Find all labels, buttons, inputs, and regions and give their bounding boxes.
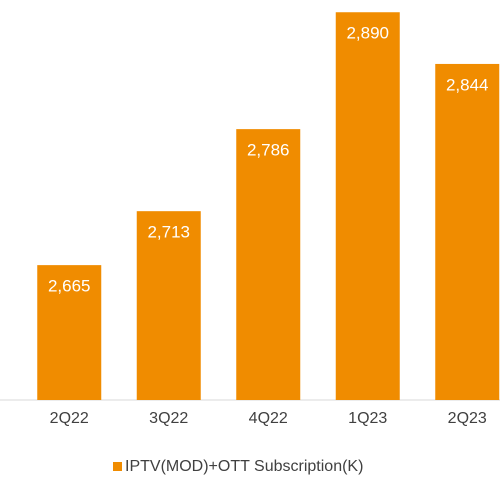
- x-tick-label: 1Q23: [348, 410, 387, 427]
- data-label: 2,713: [147, 223, 190, 242]
- data-label: 2,844: [446, 75, 489, 94]
- data-label: 2,890: [346, 24, 389, 43]
- bar: [236, 129, 301, 400]
- x-tick-label: 3Q22: [149, 410, 188, 427]
- x-tick-label: 2Q23: [448, 410, 487, 427]
- bar: [335, 12, 400, 400]
- bar: [136, 211, 201, 400]
- data-label: 2,665: [48, 277, 91, 296]
- data-label: 2,786: [247, 141, 290, 160]
- legend-label: IPTV(MOD)+OTT Subscription(K): [125, 458, 363, 475]
- bar: [435, 63, 500, 400]
- legend-swatch: [113, 462, 122, 471]
- bar: [37, 265, 102, 400]
- x-tick-label: 2Q22: [50, 410, 89, 427]
- x-tick-label: 4Q22: [249, 410, 288, 427]
